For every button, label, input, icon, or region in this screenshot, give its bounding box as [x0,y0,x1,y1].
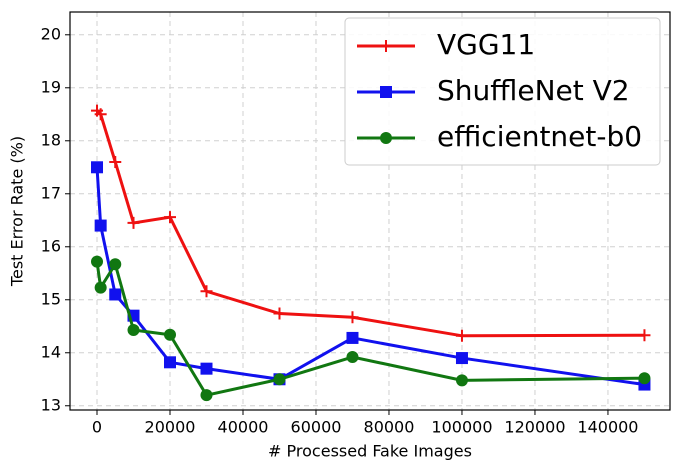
data-point [455,329,468,342]
data-point [346,311,359,324]
x-tick-label: 60000 [291,418,342,437]
y-tick-label: 18 [41,130,61,149]
x-tick-label: 140000 [577,418,638,437]
data-point [638,329,651,342]
legend-marker [380,86,392,98]
data-point [200,285,213,298]
x-axis-label: # Processed Fake Images [268,442,472,461]
legend-box [344,17,661,166]
data-point [200,362,213,375]
y-tick-label: 19 [41,77,61,96]
data-point [109,288,122,301]
data-point [164,328,176,341]
data-point [91,255,104,268]
legend-marker [380,132,392,144]
data-point [455,374,468,387]
legend-label: ShuffleNet V2 [437,74,630,107]
series-line [95,260,645,397]
y-tick-label: 13 [41,395,61,414]
legend-label: efficientnet-b0 [437,120,642,153]
y-tick-label: 17 [41,183,61,202]
data-point [346,331,359,344]
data-point [346,351,359,364]
y-tick-label: 16 [41,236,61,255]
y-axis-label: Test Error Rate (%) [8,136,27,287]
data-point [164,211,176,224]
x-tick-label: 40000 [218,418,269,437]
data-point [200,389,213,402]
x-tick-label: 100000 [431,418,492,437]
x-tick-label: 80000 [364,418,415,437]
data-point [109,258,122,271]
data-point [94,108,107,121]
data-point [273,373,286,386]
data-point [164,356,176,369]
legend-label: VGG11 [437,28,535,61]
legend-marker [380,40,392,52]
data-point [127,323,140,336]
x-tick-label: 120000 [504,418,565,437]
plot-frame [69,11,671,411]
y-tick-label: 15 [41,289,61,308]
series-line [95,109,645,338]
data-point [94,281,107,294]
y-tick-label: 14 [41,342,61,361]
data-point [127,216,140,229]
data-point [638,372,651,385]
data-point [273,307,286,320]
data-point [94,219,107,232]
data-point [91,161,104,174]
y-tick-label: 20 [41,24,61,43]
x-tick-label: 20000 [145,418,196,437]
data-point [455,352,468,365]
data-point [109,155,122,168]
x-tick-label: 0 [92,418,102,437]
